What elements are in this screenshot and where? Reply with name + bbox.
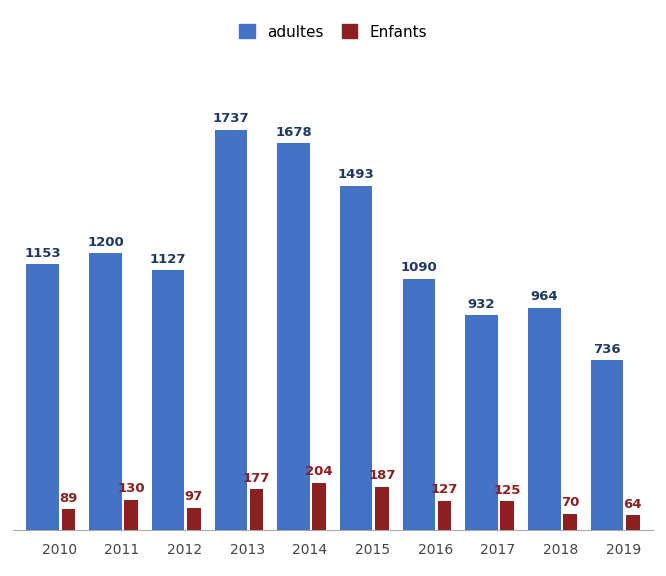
Text: 1493: 1493	[338, 168, 374, 181]
Text: 1678: 1678	[275, 126, 312, 139]
Text: 204: 204	[306, 465, 333, 478]
Legend: adultes, Enfants: adultes, Enfants	[232, 17, 434, 47]
Text: 130: 130	[117, 482, 145, 495]
Text: 932: 932	[468, 298, 496, 310]
Text: 64: 64	[623, 498, 642, 510]
Bar	[277, 143, 310, 530]
Bar	[438, 501, 452, 530]
Bar	[466, 315, 498, 530]
Text: 1153: 1153	[25, 247, 61, 260]
Bar	[125, 500, 138, 530]
Text: 70: 70	[561, 496, 579, 509]
Bar	[214, 130, 247, 530]
Bar	[27, 264, 59, 530]
Bar	[402, 279, 435, 530]
Text: 127: 127	[431, 483, 458, 496]
Bar	[152, 270, 184, 530]
Bar	[563, 514, 577, 530]
Text: 1127: 1127	[150, 253, 186, 266]
Bar	[528, 308, 561, 530]
Bar	[626, 515, 639, 530]
Text: 89: 89	[59, 492, 78, 505]
Text: 97: 97	[184, 490, 203, 503]
Text: 736: 736	[593, 343, 621, 356]
Text: 125: 125	[494, 483, 521, 497]
Text: 187: 187	[368, 469, 396, 482]
Bar	[61, 509, 75, 530]
Bar	[591, 361, 623, 530]
Bar	[312, 483, 326, 530]
Bar	[250, 489, 264, 530]
Bar	[340, 186, 372, 530]
Bar	[187, 507, 200, 530]
Text: 177: 177	[243, 472, 270, 484]
Text: 964: 964	[530, 290, 558, 303]
Bar	[375, 487, 389, 530]
Text: 1737: 1737	[212, 112, 249, 125]
Bar	[89, 253, 122, 530]
Bar	[500, 501, 514, 530]
Text: 1200: 1200	[87, 236, 124, 249]
Text: 1090: 1090	[400, 261, 438, 274]
